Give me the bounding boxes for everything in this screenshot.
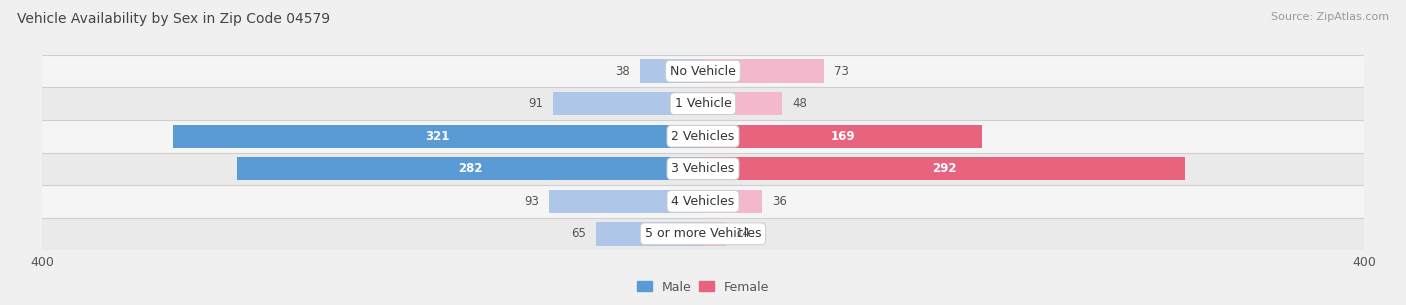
Bar: [42, 120, 1364, 152]
Text: 36: 36: [772, 195, 787, 208]
Bar: [42, 152, 1364, 185]
Bar: [550, 190, 703, 213]
Text: 48: 48: [792, 97, 807, 110]
Bar: [703, 92, 782, 115]
Bar: [42, 185, 1364, 217]
Bar: [703, 157, 1185, 181]
Text: 93: 93: [524, 195, 540, 208]
Text: 4 Vehicles: 4 Vehicles: [672, 195, 734, 208]
Text: 2 Vehicles: 2 Vehicles: [672, 130, 734, 143]
Bar: [42, 217, 1364, 250]
Text: 38: 38: [616, 65, 630, 78]
Bar: [553, 92, 703, 115]
Text: 14: 14: [737, 227, 751, 240]
Text: No Vehicle: No Vehicle: [671, 65, 735, 78]
Bar: [703, 190, 762, 213]
Text: 91: 91: [527, 97, 543, 110]
Bar: [42, 55, 1364, 88]
Text: 3 Vehicles: 3 Vehicles: [672, 162, 734, 175]
Text: 65: 65: [571, 227, 586, 240]
Text: 321: 321: [426, 130, 450, 143]
Text: 73: 73: [834, 65, 848, 78]
Text: 5 or more Vehicles: 5 or more Vehicles: [645, 227, 761, 240]
Bar: [703, 124, 983, 148]
Text: 292: 292: [932, 162, 956, 175]
Legend: Male, Female: Male, Female: [631, 275, 775, 299]
Text: 1 Vehicle: 1 Vehicle: [675, 97, 731, 110]
Bar: [42, 88, 1364, 120]
Text: Source: ZipAtlas.com: Source: ZipAtlas.com: [1271, 12, 1389, 22]
Text: 282: 282: [458, 162, 482, 175]
Bar: [640, 59, 703, 83]
Bar: [173, 124, 703, 148]
Bar: [238, 157, 703, 181]
Bar: [703, 59, 824, 83]
Bar: [703, 222, 725, 246]
Text: 169: 169: [831, 130, 855, 143]
Bar: [596, 222, 703, 246]
Text: Vehicle Availability by Sex in Zip Code 04579: Vehicle Availability by Sex in Zip Code …: [17, 12, 330, 26]
